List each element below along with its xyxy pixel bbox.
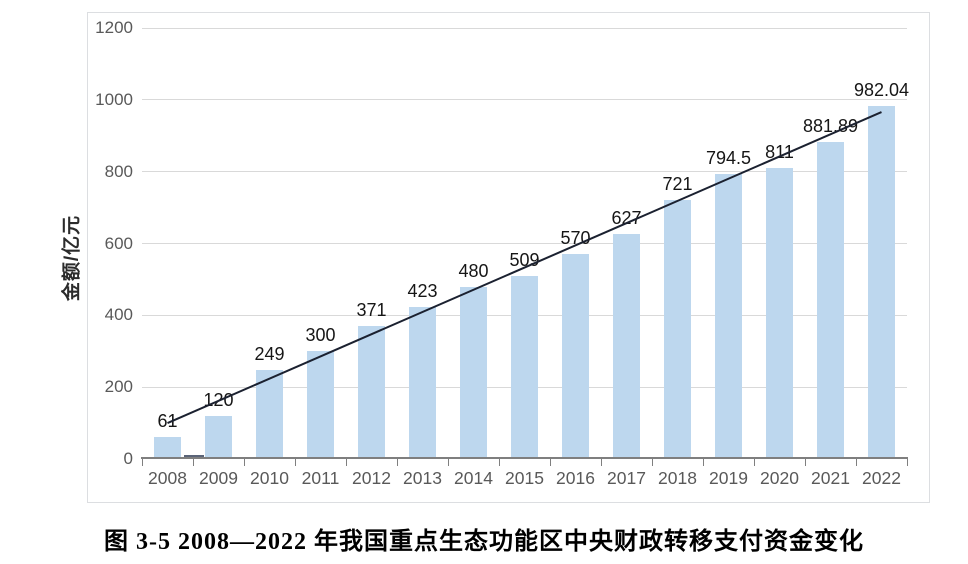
bar	[511, 276, 538, 459]
bar	[256, 369, 283, 459]
x-axis-tick	[804, 459, 806, 466]
x-tick-label: 2020	[760, 468, 799, 488]
x-tick-label: 2015	[505, 468, 544, 488]
gridline	[142, 171, 907, 173]
x-axis-tick	[906, 459, 908, 466]
bar-data-label: 480	[458, 260, 489, 281]
x-tick-label: 2011	[301, 468, 340, 488]
bar-data-label: 982.04	[853, 80, 910, 101]
figure-caption: 图 3-5 2008—2022 年我国重点生态功能区中央财政转移支付资金变化	[104, 529, 864, 555]
bar-data-label: 721	[662, 174, 693, 195]
bar	[358, 325, 385, 459]
x-tick-label: 2018	[658, 468, 697, 488]
y-tick-label: 800	[104, 161, 133, 181]
gridline	[142, 27, 907, 29]
x-axis-tick	[396, 459, 398, 466]
x-axis-tick	[753, 459, 755, 466]
x-axis-tick	[294, 459, 296, 466]
bar	[868, 106, 895, 459]
x-axis-tick	[600, 459, 602, 466]
x-tick-label: 2013	[403, 468, 442, 488]
gridline	[142, 99, 907, 101]
bar	[307, 351, 334, 459]
bar-data-label: 627	[611, 207, 642, 228]
x-tick-label: 2012	[352, 468, 391, 488]
y-tick-label: 1200	[95, 18, 133, 37]
plot-area: 61120249300371423480509570627721794.5811…	[141, 27, 909, 466]
x-axis-tick	[498, 459, 500, 466]
x-axis-tick	[345, 459, 347, 466]
bar-data-label: 61	[157, 411, 178, 432]
x-tick-label: 2009	[199, 468, 238, 488]
bar	[766, 167, 793, 459]
bar-data-label: 811	[765, 141, 794, 162]
x-tick-label: 2016	[556, 468, 595, 488]
bar	[460, 286, 487, 459]
y-tick-label: 600	[104, 233, 133, 253]
y-tick-label: 1000	[95, 89, 133, 109]
x-tick-label: 2017	[607, 468, 646, 488]
bar-data-label: 300	[305, 325, 336, 346]
x-axis-tick	[651, 459, 653, 466]
bar	[205, 415, 232, 459]
x-tick-label: 2014	[454, 468, 493, 488]
x-tick-label: 2021	[811, 468, 850, 488]
bar-data-label: 249	[254, 343, 285, 364]
bar-data-label: 881.89	[802, 116, 859, 137]
bar-data-label: 423	[407, 281, 438, 302]
bar	[715, 173, 742, 459]
y-tick-label: 400	[104, 305, 133, 325]
bar-data-label: 570	[560, 228, 591, 249]
x-axis-tick	[447, 459, 449, 466]
bar	[154, 437, 181, 459]
x-tick-label: 2008	[148, 468, 187, 488]
x-axis-tick	[702, 459, 704, 466]
x-axis-labels: 2008 2009 2010 2011 2012 2013 2014 2015 2016 2017…	[142, 468, 907, 494]
bar	[613, 233, 640, 459]
x-axis-tick	[549, 459, 551, 466]
x-axis-tick	[192, 459, 194, 466]
x-axis-line	[141, 457, 908, 459]
bar	[664, 200, 691, 459]
gridline	[142, 243, 907, 244]
trendline	[167, 111, 882, 425]
bar	[562, 254, 589, 459]
y-tick-label: 200	[104, 377, 133, 397]
x-tick-label: 2022	[862, 468, 901, 488]
y-tick-label: 0	[123, 449, 133, 468]
x-axis-tick	[855, 459, 857, 466]
x-axis-tick	[141, 459, 143, 466]
bar-data-label: 371	[356, 299, 387, 320]
y-axis-labels: 0 200 400 600 800 1000 1200	[0, 18, 133, 468]
bar	[409, 307, 436, 459]
x-axis-tick	[243, 459, 245, 466]
x-tick-label: 2010	[250, 468, 289, 488]
bar-data-label: 794.5	[705, 147, 752, 168]
x-tick-label: 2019	[709, 468, 748, 488]
bar	[817, 142, 844, 459]
